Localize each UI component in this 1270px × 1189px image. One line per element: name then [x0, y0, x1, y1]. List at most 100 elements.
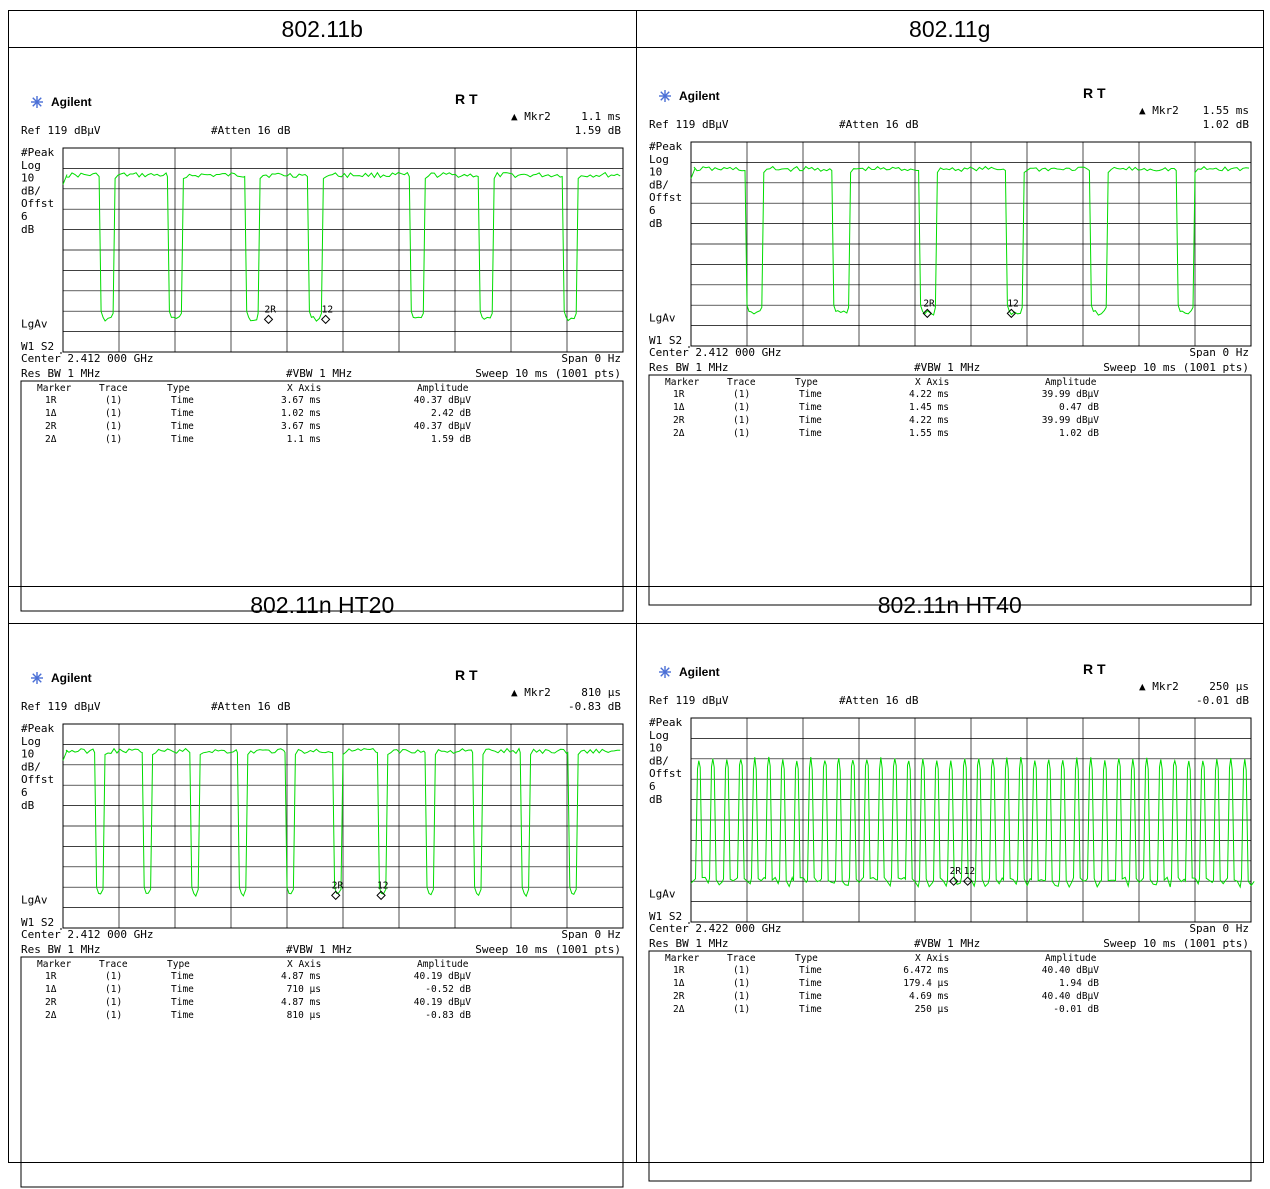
marker-table-cell-0-3: 4.87 ms	[281, 971, 321, 982]
center-frequency: Center 2.412 000 GHz	[21, 928, 153, 941]
lgav-label: LgAv	[21, 317, 48, 330]
sweep-time: Sweep 10 ms (1001 pts)	[475, 943, 621, 956]
span-value: Span 0 Hz	[1189, 346, 1249, 359]
video-bandwidth: #VBW 1 MHz	[286, 367, 352, 380]
reference-level: Ref 119 dBµV	[649, 118, 729, 131]
left-scale-label-5: 6	[649, 204, 656, 217]
rt-indicator: R T	[1083, 85, 1106, 101]
marker-delta-label: ▲ Mkr2	[1139, 104, 1179, 117]
left-scale-label-3: dB/	[649, 754, 669, 767]
analyzer-screen-3: Agilent R T ▲ Mkr2 250 µs Ref 119 dBµV #Atten…	[648, 661, 1255, 1183]
marker-table-header-0: Marker	[665, 953, 700, 964]
marker-label-0: 2R	[332, 880, 344, 891]
center-frequency: Center 2.422 000 GHz	[649, 922, 781, 935]
lgav-label: LgAv	[649, 887, 676, 900]
marker-table-cell-2-3: 4.87 ms	[281, 997, 321, 1008]
rt-indicator: R T	[455, 667, 478, 683]
marker-delta-label: ▲ Mkr2	[511, 686, 551, 699]
marker-table-cell-0-3: 4.22 ms	[908, 389, 948, 400]
marker-table-header-3: X Axis	[287, 383, 321, 394]
marker-1: 12	[1006, 298, 1018, 319]
marker-label-1: 12	[963, 866, 974, 877]
sweep-time: Sweep 10 ms (1001 pts)	[1103, 937, 1249, 950]
marker-table-header-0: Marker	[665, 377, 700, 388]
marker-table-cell-3-2: Time	[171, 434, 194, 445]
left-scale-label-5: 6	[21, 210, 28, 223]
marker-table-cell-2-4: 40.19 dBµV	[414, 997, 471, 1008]
marker-table-cell-3-0: 2Δ	[45, 434, 57, 445]
marker-table-cell-3-2: Time	[799, 1004, 822, 1015]
marker-delta-value: 810 µs	[581, 686, 621, 699]
left-scale-label-3: dB/	[649, 178, 669, 191]
marker-table-cell-3-4: -0.83 dB	[425, 1010, 471, 1021]
marker-table-cell-1-3: 710 µs	[287, 984, 321, 995]
marker-table-cell-3-1: (1)	[733, 1004, 750, 1015]
marker-table-cell-1-1: (1)	[105, 984, 122, 995]
marker-table-cell-2-4: 40.40 dBµV	[1041, 991, 1098, 1002]
marker-label-0: 2R	[923, 298, 935, 309]
left-scale-label-0: #Peak	[21, 146, 54, 159]
marker-table-cell-2-3: 4.22 ms	[908, 415, 948, 426]
marker-table-header-2: Type	[795, 377, 818, 388]
resolution-bandwidth: Res BW 1 MHz	[649, 361, 728, 374]
marker-table-cell-1-2: Time	[171, 408, 194, 419]
plot-grid	[60, 147, 624, 354]
left-scale-label-6: dB	[649, 793, 663, 806]
marker-table-cell-1-4: 1.94 dB	[1058, 978, 1098, 989]
marker-0: 2R	[263, 304, 276, 325]
marker-table-cell-2-1: (1)	[733, 991, 750, 1002]
plot-grid	[688, 141, 1251, 348]
marker-table-cell-1-4: -0.52 dB	[425, 984, 471, 995]
attenuation: #Atten 16 dB	[211, 700, 291, 713]
marker-table-cell-1-0: 1Δ	[673, 978, 685, 989]
attenuation: #Atten 16 dB	[211, 124, 291, 137]
marker-table-cell-0-2: Time	[171, 395, 194, 406]
marker-table-cell-1-2: Time	[171, 984, 194, 995]
left-scale-label-4: Offst	[21, 197, 54, 210]
marker-delta-value: 250 µs	[1209, 680, 1249, 693]
analyzer-screen-0: Agilent R T ▲ Mkr2 1.1 ms Ref 119 dBµV #Atten…	[20, 91, 625, 613]
marker-table-header-0: Marker	[37, 383, 72, 394]
marker-table-cell-1-3: 179.4 µs	[903, 978, 949, 989]
marker-table-box	[20, 380, 624, 612]
brand-label: Agilent	[679, 89, 720, 103]
marker-table-cell-0-1: (1)	[105, 971, 122, 982]
agilent-logo-icon	[658, 666, 671, 678]
panel-cell-2: Agilent R T ▲ Mkr2 810 µs Ref 119 dBµV #Atten…	[8, 623, 637, 1188]
marker-table-cell-3-4: 1.02 dB	[1058, 428, 1098, 439]
left-scale-label-5: 6	[649, 780, 656, 793]
marker-table-cell-2-1: (1)	[105, 421, 122, 432]
marker-table-cell-3-3: 1.1 ms	[287, 434, 321, 445]
panel-cell-0: Agilent R T ▲ Mkr2 1.1 ms Ref 119 dBµV #Atten…	[8, 47, 637, 612]
reference-level: Ref 119 dBµV	[649, 694, 729, 707]
reference-level: Ref 119 dBµV	[21, 124, 101, 137]
reference-level: Ref 119 dBµV	[21, 700, 101, 713]
sweep-time: Sweep 10 ms (1001 pts)	[1103, 361, 1249, 374]
marker-table-header-1: Trace	[727, 953, 756, 964]
span-value: Span 0 Hz	[561, 928, 621, 941]
left-scale-label-5: 6	[21, 786, 28, 799]
marker-table-cell-1-3: 1.45 ms	[908, 402, 948, 413]
plot-grid	[688, 717, 1251, 924]
marker-table-cell-1-1: (1)	[105, 408, 122, 419]
marker-table-cell-0-3: 6.472 ms	[903, 965, 949, 976]
brand-label: Agilent	[51, 95, 92, 109]
marker-table-header-4: Amplitude	[417, 959, 469, 970]
marker-table-cell-0-1: (1)	[105, 395, 122, 406]
marker-table-header-3: X Axis	[287, 959, 321, 970]
marker-table-cell-3-1: (1)	[105, 1010, 122, 1021]
marker-table-cell-1-4: 0.47 dB	[1058, 402, 1098, 413]
marker-table-header-4: Amplitude	[1045, 953, 1097, 964]
brand-label: Agilent	[51, 671, 92, 685]
marker-1: 12	[320, 304, 333, 325]
marker-table-header-4: Amplitude	[417, 383, 469, 394]
span-value: Span 0 Hz	[1189, 922, 1249, 935]
marker-table-header-1: Trace	[99, 959, 128, 970]
span-value: Span 0 Hz	[561, 352, 621, 365]
marker-table-header-3: X Axis	[915, 377, 949, 388]
rt-indicator: R T	[1083, 661, 1106, 677]
marker-table-cell-0-0: 1R	[673, 389, 685, 400]
left-scale-label-2: 10	[649, 166, 662, 179]
w1s2-label: W1 S2	[21, 340, 54, 353]
marker-table-header-2: Type	[795, 953, 818, 964]
